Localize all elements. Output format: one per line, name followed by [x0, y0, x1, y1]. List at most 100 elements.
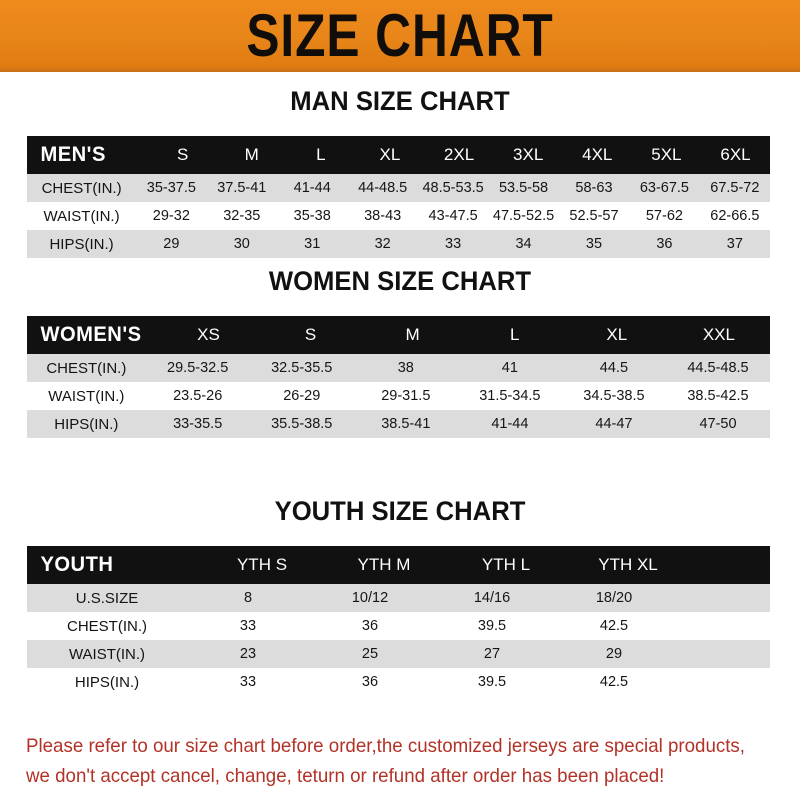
- men-cell-1-8: 62-66.5: [710, 208, 760, 224]
- men-cell-0-3: 44-48.5: [358, 180, 408, 196]
- women-size-header-3: L: [510, 325, 520, 344]
- women-cell-1-5: 38.5-42.5: [687, 388, 749, 404]
- women-cell-1-0: 23.5-26: [173, 388, 223, 404]
- men-row-label-1: WAIST(IN.): [43, 207, 120, 225]
- youth-row-label-2: WAIST(IN.): [68, 645, 146, 663]
- men-cell-2-3: 32: [374, 236, 391, 252]
- youth-cell-3-0: 33: [239, 674, 257, 690]
- youth-table-header-row: YOUTH YTH S YTH M YTH L YTH XL: [27, 546, 770, 584]
- youth-size-header-3: YTH XL: [598, 555, 658, 574]
- men-size-header-3: XL: [379, 145, 401, 164]
- youth-row-label-1: CHEST(IN.): [67, 617, 147, 635]
- men-table-header-row: MEN'S S M L XL 2XL 3XL 4XL 5XL 6XL: [27, 136, 770, 174]
- women-cell-0-2: 38: [397, 360, 414, 376]
- men-cell-2-2: 31: [304, 236, 321, 252]
- men-size-header-2: L: [316, 145, 326, 164]
- men-cell-0-6: 58-63: [575, 180, 613, 196]
- youth-cell-3-3: 42.5: [599, 674, 629, 690]
- men-section-title: MAN SIZE CHART: [290, 86, 510, 116]
- men-cell-2-5: 34: [515, 236, 532, 252]
- youth-cell-0-2: 14/16: [473, 590, 511, 606]
- men-cell-0-5: 53.5-58: [498, 180, 549, 196]
- women-cell-0-5: 44.5-48.5: [687, 360, 749, 376]
- footer-note-line-2: we don't accept cancel, change, teturn o…: [26, 765, 665, 787]
- youth-cell-2-1: 25: [361, 646, 379, 662]
- men-size-header-6: 4XL: [582, 145, 613, 164]
- women-cell-2-0: 33-35.5: [173, 416, 223, 432]
- youth-cell-0-1: 10/12: [351, 590, 389, 606]
- men-size-table: MEN'S S M L XL 2XL 3XL 4XL 5XL 6XL CHEST(IN.) 35-37…: [27, 136, 770, 258]
- women-row-label-2: HIPS(IN.): [54, 415, 119, 433]
- women-table-row: WAIST(IN.) 23.5-26 26-29 29-31.5 31.5-34.5 34…: [27, 382, 770, 410]
- women-cell-1-1: 26-29: [283, 388, 321, 404]
- men-cell-1-7: 57-62: [645, 208, 683, 224]
- women-section-title: WOMEN SIZE CHART: [268, 266, 532, 296]
- women-cell-2-4: 44-47: [595, 416, 633, 432]
- women-table-row: CHEST(IN.) 29.5-32.5 32.5-35.5 38 41 44.5 44.5…: [27, 354, 770, 382]
- women-cell-2-3: 41-44: [491, 416, 529, 432]
- men-cell-2-4: 33: [445, 236, 462, 252]
- men-table-header-label: MEN'S: [40, 143, 106, 166]
- men-cell-0-2: 41-44: [293, 180, 331, 196]
- women-cell-2-2: 38.5-41: [381, 416, 431, 432]
- women-cell-1-2: 29-31.5: [381, 388, 431, 404]
- men-cell-2-1: 30: [233, 236, 250, 252]
- footer-note: Please refer to our size chart before or…: [26, 731, 748, 791]
- men-row-label-2: HIPS(IN.): [49, 235, 114, 253]
- men-cell-0-0: 35-37.5: [146, 180, 196, 196]
- youth-row-label-3: HIPS(IN.): [74, 673, 140, 691]
- men-cell-0-4: 48.5-53.5: [422, 180, 484, 196]
- men-cell-2-6: 35: [585, 236, 603, 252]
- men-cell-2-0: 29: [163, 236, 180, 252]
- women-row-label-1: WAIST(IN.): [48, 387, 125, 405]
- men-cell-1-1: 32-35: [223, 208, 261, 224]
- youth-section-title: YOUTH SIZE CHART: [274, 496, 526, 526]
- youth-cell-2-3: 29: [605, 646, 623, 662]
- women-cell-0-0: 29.5-32.5: [167, 360, 229, 376]
- men-cell-2-7: 36: [656, 236, 673, 252]
- women-size-header-1: S: [304, 325, 317, 344]
- women-cell-1-4: 34.5-38.5: [583, 388, 645, 404]
- men-cell-0-7: 63-67.5: [639, 180, 689, 196]
- women-table-header-label: WOMEN'S: [40, 323, 142, 346]
- women-cell-0-3: 41: [501, 360, 518, 376]
- youth-table-row: HIPS(IN.) 33 36 39.5 42.5: [27, 668, 770, 696]
- men-size-header-4: 2XL: [443, 145, 475, 164]
- women-cell-2-1: 35.5-38.5: [271, 416, 333, 432]
- men-cell-2-8: 37: [726, 236, 743, 252]
- youth-cell-0-3: 18/20: [595, 590, 633, 606]
- youth-cell-1-1: 36: [361, 618, 379, 634]
- women-size-header-5: XXL: [702, 325, 735, 344]
- youth-size-header-2: YTH L: [481, 555, 531, 574]
- youth-cell-3-2: 39.5: [477, 674, 507, 690]
- youth-table-row: U.S.SIZE 8 10/12 14/16 18/20: [27, 584, 770, 612]
- men-size-header-8: 6XL: [720, 145, 751, 164]
- youth-table-header-label: YOUTH: [40, 553, 114, 576]
- women-cell-1-3: 31.5-34.5: [479, 388, 541, 404]
- youth-cell-1-3: 42.5: [599, 618, 629, 634]
- youth-cell-2-2: 27: [483, 646, 501, 662]
- men-cell-1-0: 29-32: [152, 208, 190, 224]
- youth-size-header-1: YTH M: [357, 555, 411, 574]
- men-size-header-7: 5XL: [651, 145, 682, 164]
- youth-cell-2-0: 23: [239, 646, 257, 662]
- men-table-row: WAIST(IN.) 29-32 32-35 35-38 38-43 43-47.5 47.…: [27, 202, 770, 230]
- women-row-label-0: CHEST(IN.): [46, 359, 127, 377]
- youth-table-row: WAIST(IN.) 23 25 27 29: [27, 640, 770, 668]
- youth-table-row: CHEST(IN.) 33 36 39.5 42.5: [27, 612, 770, 640]
- youth-cell-3-1: 36: [361, 674, 379, 690]
- men-cell-0-1: 37.5-41: [217, 180, 267, 196]
- banner-title: SIZE CHART: [246, 2, 554, 70]
- header-banner: SIZE CHART: [0, 0, 800, 72]
- youth-size-header-0: YTH S: [236, 555, 288, 574]
- men-table-row: HIPS(IN.) 29 30 31 32 33 34 35 36 37: [27, 230, 770, 258]
- men-table-row: CHEST(IN.) 35-37.5 37.5-41 41-44 44-48.5 48.5…: [27, 174, 770, 202]
- women-cell-0-4: 44.5: [599, 360, 629, 376]
- footer-note-line-1: Please refer to our size chart before or…: [26, 735, 745, 757]
- women-size-header-4: XL: [606, 325, 628, 344]
- men-size-header-5: 3XL: [513, 145, 544, 164]
- men-size-header-0: S: [176, 145, 189, 164]
- youth-size-table: YOUTH YTH S YTH M YTH L YTH XL U.S.SIZE 8 10/12…: [27, 546, 770, 696]
- men-cell-1-4: 43-47.5: [428, 208, 478, 224]
